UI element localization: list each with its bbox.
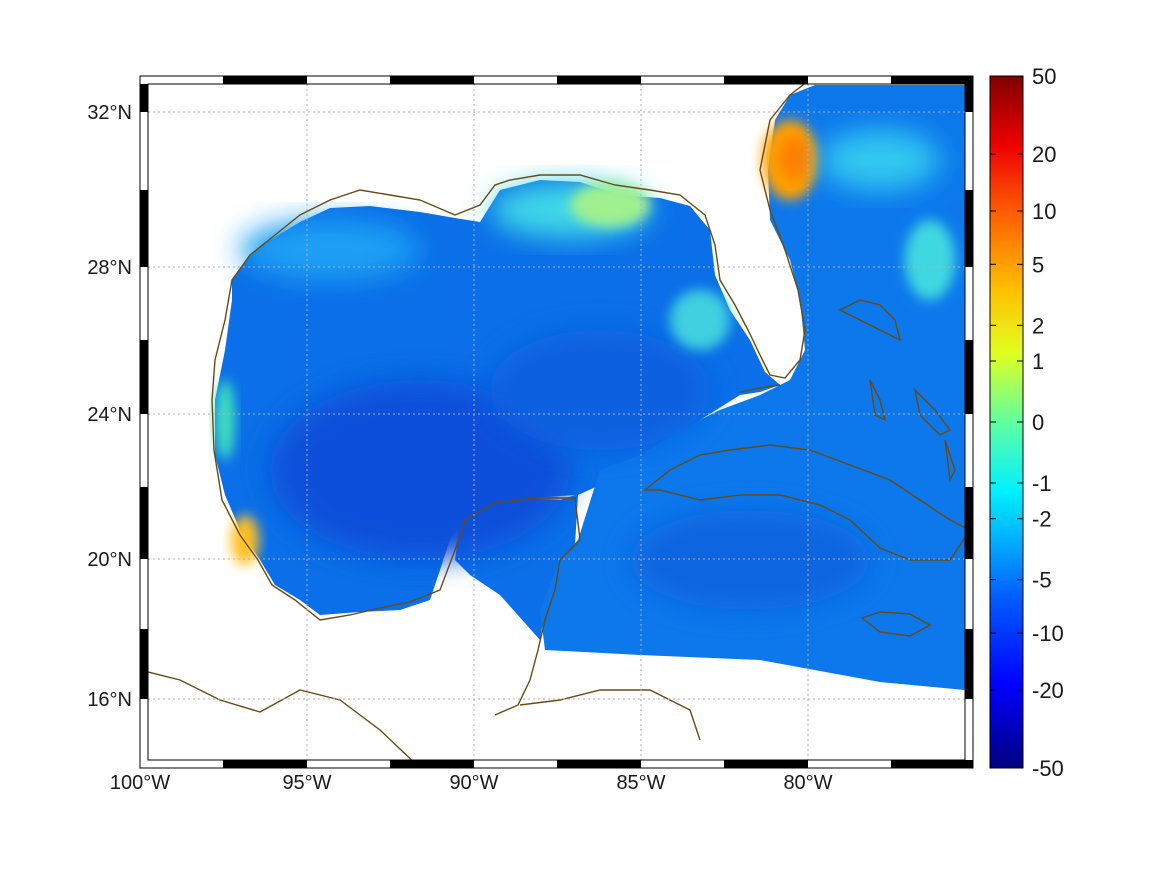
frame-check bbox=[891, 760, 973, 768]
frame-inner bbox=[147, 83, 966, 761]
deep-gulf-blob bbox=[270, 380, 570, 560]
x-tick-label: 85°W bbox=[616, 772, 665, 794]
colorbar-tick-label: -10 bbox=[1032, 621, 1064, 646]
frame-check bbox=[140, 190, 148, 267]
colorbar-tick-label: -50 bbox=[1032, 756, 1064, 781]
honduras-coast bbox=[519, 689, 701, 741]
frame-checkers bbox=[140, 76, 973, 768]
colorbar-tick-label: -5 bbox=[1032, 568, 1052, 593]
frame-check bbox=[223, 76, 307, 84]
bahamas-outline bbox=[838, 299, 956, 483]
frame-outer bbox=[139, 75, 974, 769]
colorbar-tick-label: -2 bbox=[1032, 507, 1052, 532]
atlantic-cyan-patch bbox=[820, 130, 940, 190]
frame-check bbox=[891, 76, 973, 84]
frame-check bbox=[140, 629, 148, 699]
gridlines bbox=[148, 84, 965, 760]
y-tick-label: 20°N bbox=[87, 549, 132, 571]
us-gulf-coast bbox=[214, 84, 806, 379]
florida-east-hotspot-core bbox=[779, 136, 811, 180]
florida-shelf-blob bbox=[670, 290, 730, 350]
x-tick-label: 90°W bbox=[449, 772, 498, 794]
mexico-gulf-coast bbox=[211, 359, 581, 716]
y-tick-label: 32°N bbox=[87, 102, 132, 124]
frame-check bbox=[223, 760, 307, 768]
x-axis-labels: 100°W 95°W 90°W 85°W 80°W bbox=[110, 772, 833, 794]
veracruz-hotspot bbox=[231, 515, 259, 565]
tamaulipas-coast-patch bbox=[215, 380, 235, 460]
y-tick-label: 28°N bbox=[87, 257, 132, 279]
colorbar-tick-label: -1 bbox=[1032, 471, 1052, 496]
frame-check bbox=[724, 760, 808, 768]
y-tick-label: 24°N bbox=[87, 404, 132, 426]
frame-check bbox=[557, 760, 641, 768]
atlantic-cyan-patch-2 bbox=[905, 220, 955, 300]
frame-check bbox=[140, 340, 148, 414]
coastlines bbox=[148, 84, 965, 760]
texas-shelf-blob bbox=[240, 220, 420, 280]
x-tick-label: 80°W bbox=[783, 772, 832, 794]
frame-check bbox=[965, 487, 973, 559]
frame-check bbox=[965, 84, 973, 112]
y-axis-labels: 32°N 28°N 24°N 20°N 16°N bbox=[87, 102, 132, 711]
data-field bbox=[215, 85, 965, 690]
x-tick-label: 100°W bbox=[110, 772, 170, 794]
frame-check bbox=[140, 487, 148, 559]
colorbar-tick-label: 5 bbox=[1032, 252, 1044, 277]
central-gulf-blob bbox=[490, 330, 710, 450]
x-tick-label: 95°W bbox=[282, 772, 331, 794]
colorbar-tick-label: 50 bbox=[1032, 64, 1056, 89]
frame-check bbox=[965, 629, 973, 699]
cuba-outline bbox=[643, 444, 965, 561]
central-america-coast bbox=[148, 671, 413, 760]
frame-check bbox=[390, 76, 474, 84]
map-frame bbox=[139, 75, 974, 769]
frame-check bbox=[724, 76, 808, 84]
colorbar-tick-label: -20 bbox=[1032, 678, 1064, 703]
colorbar-tick-label: 1 bbox=[1032, 349, 1044, 374]
frame-check bbox=[965, 340, 973, 414]
colorbar-tick-label: 20 bbox=[1032, 142, 1056, 167]
jamaica-outline bbox=[860, 611, 932, 637]
caribbean-blob bbox=[630, 510, 870, 610]
frame-check bbox=[390, 760, 474, 768]
frame-check bbox=[140, 84, 148, 112]
colorbar-tick-label: 0 bbox=[1032, 410, 1044, 435]
colorbar-tick-label: 2 bbox=[1032, 313, 1044, 338]
frame-check bbox=[965, 190, 973, 267]
colorbar-tick-label: 10 bbox=[1032, 199, 1056, 224]
mississippi-plume-blob bbox=[570, 183, 650, 227]
y-tick-label: 16°N bbox=[87, 689, 132, 711]
florida-keys bbox=[739, 384, 781, 393]
frame-check bbox=[557, 76, 641, 84]
